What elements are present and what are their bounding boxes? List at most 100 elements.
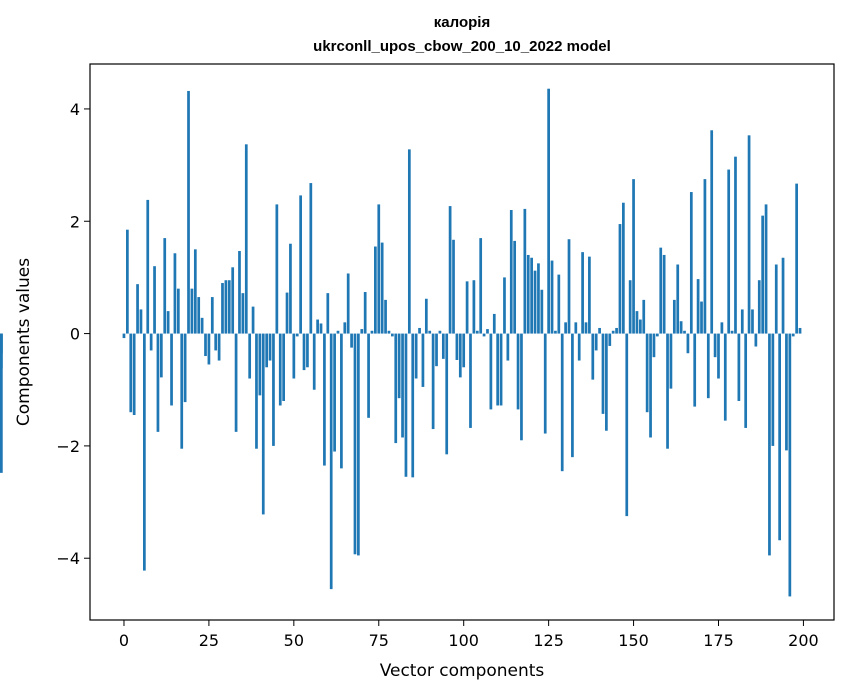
bar bbox=[469, 333, 472, 428]
bar bbox=[723, 333, 727, 421]
bar bbox=[533, 270, 537, 334]
bar bbox=[550, 260, 554, 334]
bar bbox=[404, 333, 408, 477]
bar bbox=[187, 90, 190, 334]
bar bbox=[744, 333, 748, 428]
bar bbox=[241, 293, 245, 334]
bar bbox=[622, 202, 625, 334]
y-axis: −4 −2 0 2 4 bbox=[56, 100, 90, 568]
bar bbox=[720, 322, 724, 334]
bar bbox=[798, 327, 802, 334]
bar bbox=[316, 319, 319, 334]
x-tick-label: 50 bbox=[284, 631, 304, 650]
bar bbox=[170, 333, 173, 406]
bar bbox=[407, 149, 411, 334]
y-tick-label: 4 bbox=[70, 100, 80, 119]
bar bbox=[795, 183, 798, 334]
bar bbox=[448, 206, 452, 334]
bar bbox=[329, 333, 333, 590]
bar bbox=[645, 333, 649, 413]
bar bbox=[414, 333, 418, 379]
bar bbox=[669, 333, 673, 389]
bar bbox=[367, 333, 370, 418]
bar bbox=[272, 333, 275, 446]
bar bbox=[639, 319, 642, 334]
bar bbox=[200, 317, 204, 334]
bar bbox=[764, 204, 768, 334]
bar bbox=[0, 333, 3, 473]
bar bbox=[183, 333, 187, 403]
x-tick-label: 0 bbox=[119, 631, 129, 650]
bar bbox=[482, 333, 486, 337]
bar bbox=[526, 254, 530, 334]
bar bbox=[632, 179, 635, 334]
bar bbox=[462, 333, 466, 368]
bar bbox=[346, 273, 350, 334]
bar bbox=[210, 297, 214, 334]
bar bbox=[703, 179, 707, 334]
bar bbox=[159, 333, 163, 378]
bar bbox=[700, 301, 703, 334]
bar bbox=[207, 333, 211, 365]
bar bbox=[598, 327, 601, 334]
bar bbox=[727, 169, 731, 334]
bar bbox=[754, 333, 758, 347]
bar bbox=[659, 247, 663, 334]
bar bbox=[737, 333, 741, 401]
bar bbox=[452, 239, 455, 334]
bar bbox=[594, 333, 598, 351]
bar bbox=[255, 333, 258, 449]
bar bbox=[261, 333, 265, 515]
bar bbox=[353, 333, 357, 555]
bar bbox=[520, 333, 523, 441]
bar bbox=[445, 333, 449, 455]
bar bbox=[285, 292, 289, 334]
bar bbox=[411, 333, 415, 478]
bar bbox=[608, 333, 612, 346]
bar bbox=[323, 333, 326, 466]
bar bbox=[537, 263, 540, 334]
bar bbox=[333, 333, 336, 452]
bar bbox=[394, 333, 398, 444]
bar bbox=[584, 322, 588, 334]
chart-title: калорія bbox=[434, 14, 490, 31]
bar bbox=[768, 333, 771, 556]
bar bbox=[319, 323, 323, 334]
bar bbox=[791, 333, 795, 337]
bar bbox=[234, 333, 238, 432]
bar bbox=[295, 333, 299, 337]
bar bbox=[676, 264, 680, 334]
x-tick-label: 150 bbox=[618, 631, 649, 650]
bar bbox=[204, 333, 207, 357]
bar bbox=[126, 229, 129, 334]
x-tick-label: 75 bbox=[369, 631, 389, 650]
bar bbox=[717, 333, 720, 379]
bar bbox=[499, 333, 503, 406]
bar bbox=[655, 333, 659, 337]
bar bbox=[740, 309, 744, 334]
bar bbox=[479, 238, 483, 334]
bar bbox=[0, 333, 3, 369]
bar bbox=[662, 254, 666, 334]
bar bbox=[214, 333, 218, 351]
bar bbox=[557, 274, 561, 334]
bar bbox=[418, 327, 421, 334]
bar bbox=[509, 210, 513, 334]
bar bbox=[363, 292, 367, 334]
bar bbox=[571, 333, 574, 458]
bar bbox=[666, 333, 669, 449]
y-tick-label: 2 bbox=[70, 212, 80, 231]
bar bbox=[173, 253, 177, 334]
bar bbox=[771, 333, 775, 446]
bar bbox=[734, 156, 737, 334]
x-axis-label: Vector components bbox=[380, 661, 545, 681]
bar bbox=[706, 333, 710, 399]
bar bbox=[683, 330, 686, 334]
bar bbox=[564, 322, 567, 334]
bar bbox=[275, 204, 279, 334]
bar bbox=[231, 267, 235, 334]
bar bbox=[601, 333, 605, 414]
bar bbox=[506, 333, 510, 361]
bar bbox=[153, 266, 156, 334]
bar bbox=[292, 333, 296, 379]
